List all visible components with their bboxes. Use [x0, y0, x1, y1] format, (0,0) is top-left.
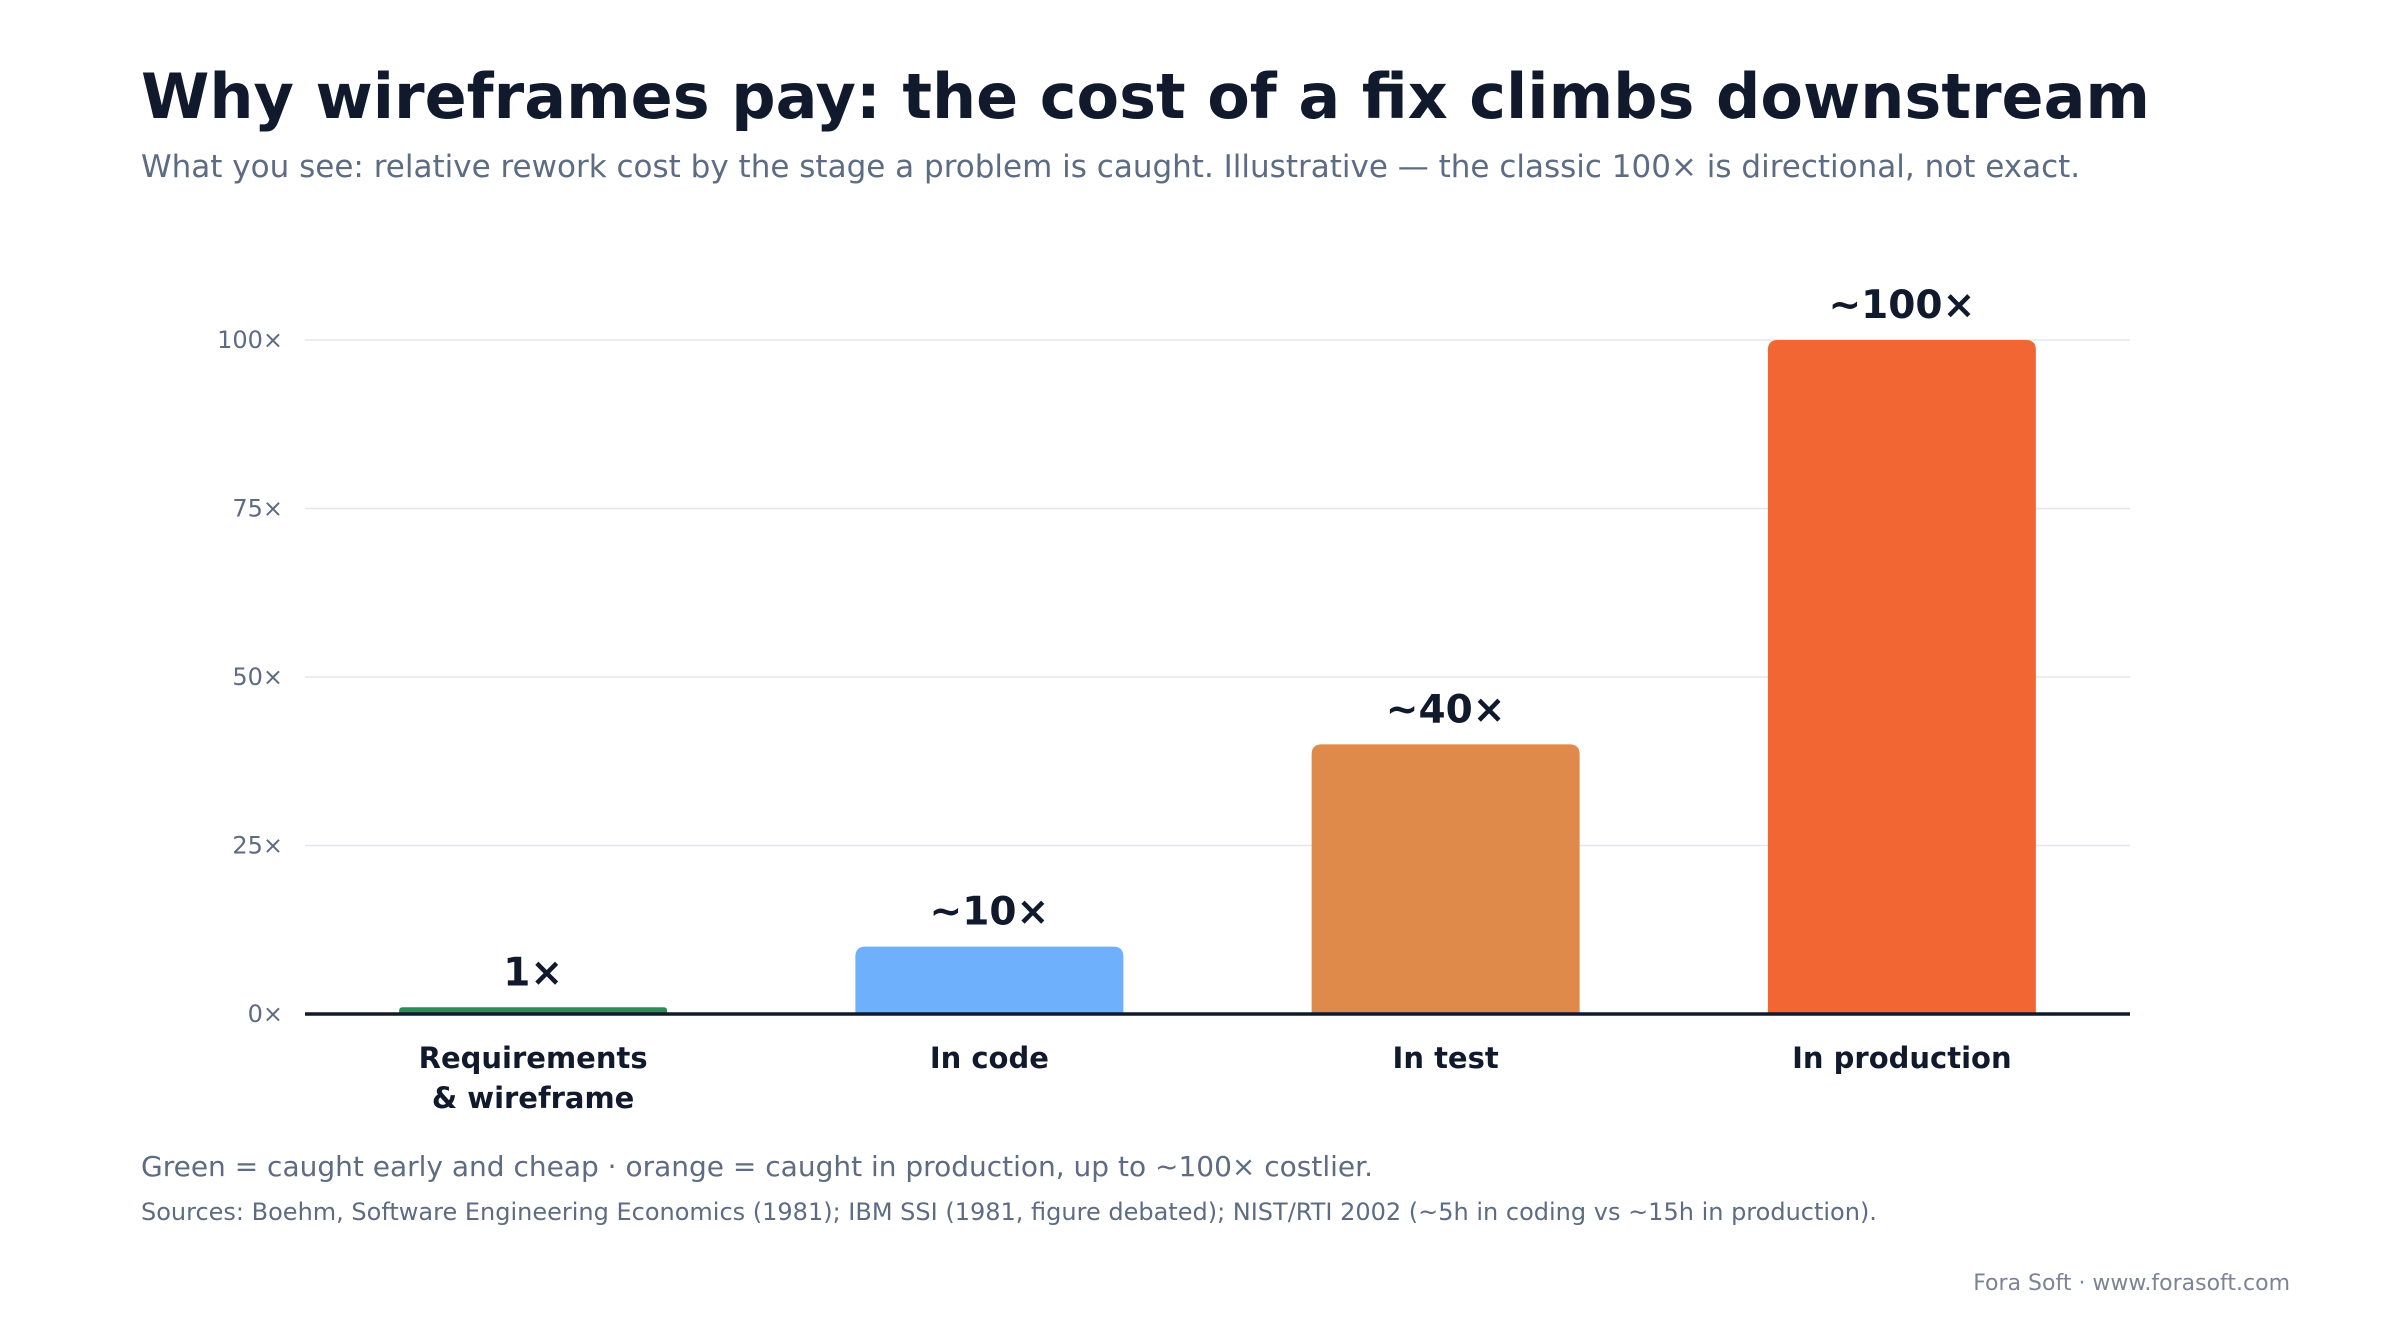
- bar-value-label: ~40×: [1386, 687, 1506, 732]
- y-tick-label: 50×: [232, 663, 283, 691]
- y-tick-label: 0×: [248, 1000, 283, 1028]
- x-category-label: Requirements: [419, 1041, 648, 1075]
- x-category-label: In production: [1792, 1041, 2011, 1075]
- y-tick-label: 25×: [232, 832, 283, 860]
- chart-subtitle: What you see: relative rework cost by th…: [141, 149, 2080, 185]
- bar-value-label: ~100×: [1828, 283, 1975, 328]
- bar-value-label: ~10×: [930, 890, 1050, 935]
- bar: [1767, 340, 2036, 1014]
- y-tick-label: 75×: [232, 495, 283, 523]
- y-tick-label: 100×: [217, 326, 283, 354]
- color-legend-note: Green = caught early and cheap · orange …: [141, 1150, 1373, 1183]
- bar-value-label: 1×: [503, 950, 563, 995]
- bar: [855, 946, 1124, 1014]
- x-category-label: In code: [930, 1041, 1049, 1075]
- plot-area: 0× 25× 50× 75× 100× 1× Requirements & wireframe…: [217, 283, 2130, 1115]
- x-category-label: & wireframe: [432, 1081, 634, 1115]
- sources-note: Sources: Boehm, Software Engineering Eco…: [141, 1198, 1877, 1226]
- footer-brand: Fora Soft · www.forasoft.com: [1973, 1271, 2290, 1296]
- bar: [1311, 744, 1580, 1014]
- chart-title: Why wireframes pay: the cost of a fix cl…: [141, 60, 2150, 133]
- x-category-label: In test: [1393, 1041, 1499, 1075]
